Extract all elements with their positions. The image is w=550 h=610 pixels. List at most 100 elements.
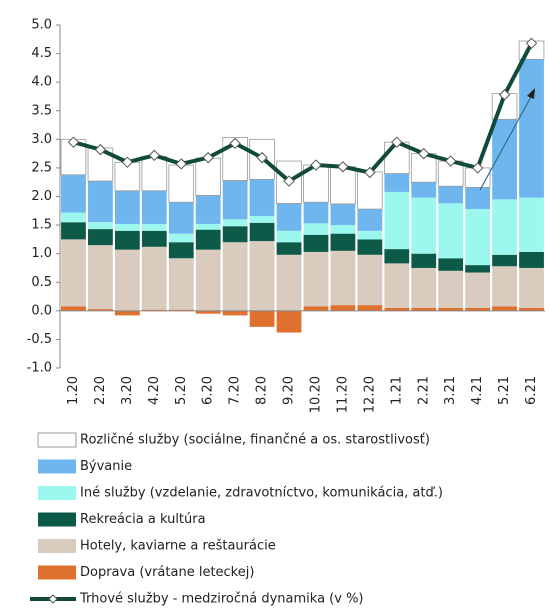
bar-segment	[438, 258, 464, 271]
line-marker	[229, 137, 241, 150]
bar-segment	[222, 219, 248, 227]
bar-segment	[222, 242, 248, 311]
x-tick-label: 7.20	[228, 376, 243, 405]
y-tick-label: -0.5	[27, 332, 52, 347]
bar-segment	[303, 234, 329, 252]
legend-swatch	[38, 539, 76, 553]
x-tick-label: 11.20	[335, 376, 350, 413]
bar-segment	[303, 202, 329, 224]
bar-segment	[357, 230, 383, 240]
x-tick-label: 1.20	[66, 376, 81, 405]
bar-segment	[88, 245, 113, 310]
bar-segment	[384, 173, 410, 192]
x-tick-label: 2.21	[416, 376, 431, 405]
x-tick-label: 6.21	[524, 376, 539, 405]
x-tick-label: 12.20	[362, 376, 377, 413]
bar-segment	[519, 59, 544, 198]
bar-segment	[438, 186, 464, 204]
line-marker	[498, 89, 511, 101]
x-tick-label: 4.21	[470, 376, 485, 405]
y-tick-label: 1.5	[31, 218, 52, 233]
bar-segment	[303, 306, 329, 311]
bar-segment	[61, 306, 86, 311]
x-tick-label: 10.20	[308, 376, 323, 413]
line-marker	[337, 161, 349, 173]
bar-segment	[61, 239, 86, 307]
bar-segment	[195, 195, 221, 224]
bar-segment	[357, 209, 383, 231]
arrow-head	[527, 88, 535, 99]
bar-segment	[519, 307, 544, 311]
x-tick-label: 6.20	[201, 376, 216, 405]
bar-segment	[195, 310, 221, 314]
bar-segment	[492, 306, 517, 311]
legend-label: Doprava (vrátane leteckej)	[80, 565, 254, 580]
bar-segment	[114, 190, 140, 224]
legend-label: Iné služby (vzdelanie, zdravotníctvo, ko…	[80, 486, 443, 501]
bar-segment	[465, 265, 491, 273]
legend-swatch	[38, 459, 76, 474]
legend-label: Rozličné služby (sociálne, finančné a os…	[80, 433, 430, 448]
bar-segment	[357, 305, 383, 311]
bar-segment	[249, 215, 275, 223]
bar-segment	[222, 180, 248, 220]
bar-segment	[114, 310, 140, 316]
bar-segment	[330, 305, 356, 311]
bar-segment	[492, 199, 517, 255]
bar-segment	[88, 222, 113, 230]
bar-segment	[465, 209, 491, 266]
bar-segment	[195, 223, 221, 230]
bar-segment	[411, 267, 437, 308]
line-marker	[121, 156, 134, 168]
bar-segment	[357, 254, 383, 306]
bar-segment	[330, 233, 356, 251]
bar-segment	[276, 160, 302, 204]
bar-segment	[195, 229, 221, 250]
bar-segment	[61, 212, 86, 223]
y-tick-label: 4.0	[31, 75, 52, 90]
bar-segment	[222, 226, 248, 243]
y-tick-label: 4.5	[31, 46, 52, 61]
bar-segment	[438, 307, 464, 311]
bar-segment	[141, 156, 168, 192]
line-series	[72, 42, 534, 184]
bar-segment	[61, 222, 86, 240]
bar-segment	[519, 267, 544, 308]
bar-segment	[411, 307, 437, 311]
bar-segment	[330, 203, 356, 226]
bar-segment	[384, 263, 410, 308]
bar-segment	[141, 230, 167, 247]
bar-segment	[411, 182, 437, 198]
bar-segment	[141, 223, 167, 231]
bar-segment	[303, 223, 329, 235]
y-tick-label: -1.0	[27, 361, 52, 376]
x-tick-label: 3.21	[443, 376, 458, 405]
bar-segment	[384, 249, 410, 264]
bar-segment	[222, 310, 248, 316]
line-marker	[471, 162, 484, 174]
x-tick-label: 3.20	[120, 376, 135, 405]
line-marker	[67, 136, 80, 148]
line-marker	[525, 37, 538, 50]
bar-segment	[519, 197, 544, 252]
bar-segment	[384, 307, 410, 311]
y-tick-label: 2.0	[31, 189, 52, 204]
y-tick-label: 5.0	[31, 18, 52, 33]
bar-segment	[492, 254, 517, 267]
line-marker	[175, 158, 187, 170]
line-marker	[418, 147, 430, 160]
bar-segment	[411, 197, 437, 254]
legend-label: Trhové služby - medziročná dynamika (v %…	[79, 592, 364, 607]
bar-segment	[411, 253, 437, 268]
bar-segment	[465, 307, 491, 311]
line-marker	[391, 136, 403, 148]
bar-segment	[276, 203, 302, 231]
bar-segment	[330, 250, 356, 306]
x-tick-label: 1.21	[389, 376, 404, 405]
bar-segment	[519, 251, 544, 268]
y-tick-label: 0.5	[31, 275, 52, 290]
bar-segment	[276, 242, 302, 255]
bar-segment	[249, 179, 275, 216]
legend-swatch	[38, 512, 76, 527]
bar-segment	[465, 187, 491, 210]
